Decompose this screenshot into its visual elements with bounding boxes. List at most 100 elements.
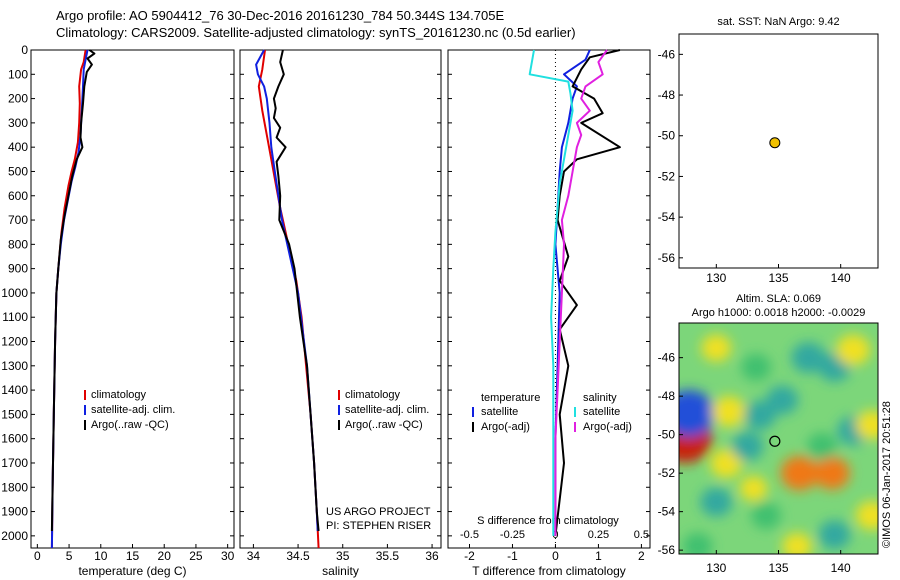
sla-anomaly-blob	[766, 385, 799, 415]
tdiff-x-tick-label: -2	[464, 549, 475, 563]
project-label: US ARGO PROJECT	[326, 506, 431, 518]
diff-legend-title: temperature	[481, 392, 540, 404]
depth-tick-label: 1200	[1, 335, 28, 349]
map-x-tick-label: 135	[768, 271, 788, 285]
sla-y-tick-label: -46	[658, 351, 676, 365]
sla-x-tick-label: 140	[831, 561, 851, 575]
map-y-tick-label: -52	[658, 169, 676, 183]
map-x-tick-label: 140	[831, 271, 851, 285]
sal-x-tick-label: 36	[425, 549, 439, 563]
temp-x-tick-label: 30	[221, 549, 235, 563]
depth-tick-label: 1400	[1, 383, 28, 397]
depth-tick-label: 1900	[1, 505, 28, 519]
diff-legend-entry: Argo(-adj)	[583, 421, 632, 433]
difference-plot-frame	[447, 49, 651, 549]
temp-x-tick-label: 15	[126, 549, 140, 563]
depth-tick-label: 1700	[1, 456, 28, 470]
temp-x-tick-label: 25	[189, 549, 203, 563]
sla-anomaly-blob	[836, 334, 871, 366]
climatology-subtitle: Climatology: CARS2009. Satellite-adjuste…	[56, 25, 576, 40]
depth-tick-label: 300	[8, 116, 28, 130]
map-y-tick-label: -48	[658, 88, 676, 102]
depth-tick-label: 400	[8, 140, 28, 154]
diff-legend-title: salinity	[583, 392, 617, 404]
temp-x-tick-label: 10	[94, 549, 108, 563]
sal-legend-entry: satellite-adj. clim.	[345, 404, 429, 416]
sla-anomaly-blob	[818, 520, 851, 550]
depth-tick-label: 200	[8, 92, 28, 106]
sal-series-line	[257, 49, 320, 549]
depth-tick-label: 900	[8, 262, 28, 276]
sla-y-tick-label: -56	[658, 543, 676, 557]
sla-y-tick-label: -54	[658, 505, 676, 519]
sal-legend-entry: Argo(..raw -QC)	[345, 419, 423, 431]
depth-tick-label: 1100	[2, 310, 28, 324]
sla-title: Altim. SLA: 0.069	[736, 293, 821, 305]
sal-x-tick-label: 34.5	[286, 549, 310, 563]
sal-x-tick-label: 35	[336, 549, 350, 563]
map-y-tick-label: -56	[658, 251, 676, 265]
temp-series-line	[50, 49, 96, 532]
temp-legend-entry: climatology	[91, 389, 147, 401]
sla-x-tick-label: 130	[706, 561, 726, 575]
sla-heatmap	[679, 323, 878, 554]
temp-series-line	[50, 49, 89, 549]
temp-legend-entry: satellite-adj. clim.	[91, 404, 175, 416]
diff-series-line	[554, 49, 621, 537]
heatmap-field	[679, 334, 878, 554]
sla-anomaly-blob	[751, 501, 782, 530]
temp-x-axis-label: temperature (deg C)	[78, 564, 186, 578]
sla-anomaly-blob	[710, 449, 743, 479]
depth-tick-label: 1600	[1, 432, 28, 446]
sdiff-x-tick-label: -0.25	[500, 529, 525, 541]
depth-tick-label: 0	[21, 43, 28, 57]
map-y-tick-label: -46	[658, 47, 676, 61]
location-map-frame	[678, 33, 879, 269]
diff-series-line	[554, 49, 591, 536]
sla-y-tick-label: -52	[658, 466, 676, 480]
sla-anomaly-blob	[741, 353, 772, 381]
depth-tick-label: 1800	[1, 480, 28, 494]
temp-x-tick-label: 0	[34, 549, 41, 563]
diff-series-line	[554, 49, 608, 536]
sla-anomaly-blob	[743, 400, 776, 430]
sal-x-tick-label: 34	[247, 549, 261, 563]
tdiff-x-tick-label: 1	[595, 549, 602, 563]
sal-x-axis-label: salinity	[322, 564, 359, 578]
depth-tick-label: 2000	[1, 529, 28, 543]
sla-anomaly-blob	[855, 410, 878, 440]
sla-anomaly-blob	[739, 475, 768, 502]
map-y-tick-label: -54	[658, 210, 676, 224]
pi-label: PI: STEPHEN RISER	[326, 520, 431, 532]
diff-series-line	[528, 49, 574, 536]
depth-tick-label: 700	[8, 213, 28, 227]
diff-legend-entry: satellite	[583, 406, 620, 418]
diff-legend-entry: satellite	[481, 406, 518, 418]
sla-anomaly-blob	[791, 342, 826, 374]
sal-legend-entry: climatology	[345, 389, 401, 401]
sla-anomaly-blob	[711, 396, 746, 427]
depth-tick-label: 1300	[1, 359, 28, 373]
sal-series-line	[272, 49, 320, 532]
argo-location-marker	[769, 435, 781, 447]
depth-tick-label: 500	[8, 164, 28, 178]
imos-timestamp: ©IMOS 06-Jan-2017 20:51:28	[881, 401, 893, 548]
sla-x-tick-label: 135	[768, 561, 788, 575]
sla-anomaly-blob	[814, 456, 850, 490]
profile-title: Argo profile: AO 5904412_76 30-Dec-2016 …	[56, 8, 505, 23]
depth-tick-label: 800	[8, 237, 28, 251]
sla-anomaly-blob	[780, 455, 819, 491]
sla-anomaly-blob	[731, 431, 764, 461]
tdiff-x-tick-label: -1	[507, 549, 518, 563]
diff-legend-entry: Argo(-adj)	[481, 421, 530, 433]
depth-tick-label: 1500	[1, 407, 28, 421]
sla-anomaly-blob	[701, 334, 732, 362]
temperature-plot-frame	[30, 49, 235, 549]
depth-tick-label: 100	[8, 67, 28, 81]
sdiff-x-tick-label: 0.5	[634, 529, 649, 541]
tdiff-x-tick-label: 2	[638, 549, 645, 563]
temp-x-tick-label: 20	[158, 549, 172, 563]
sla-anomaly-blob	[855, 501, 878, 530]
sla-y-tick-label: -50	[658, 428, 676, 442]
